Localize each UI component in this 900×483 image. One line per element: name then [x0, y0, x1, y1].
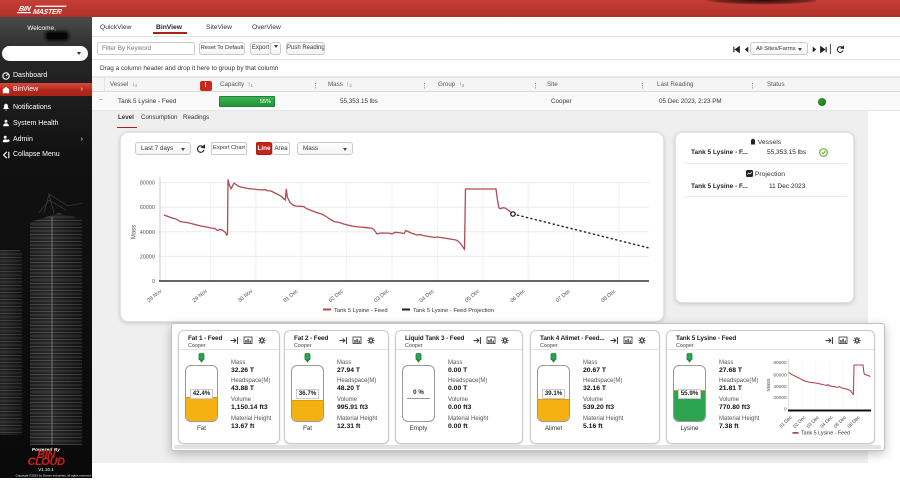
svg-text:05 Dec: 05 Dec — [464, 288, 481, 304]
svg-text:0: 0 — [784, 406, 787, 412]
svg-text:02 Dec: 02 Dec — [328, 288, 345, 304]
svg-text:06 Dec: 06 Dec — [510, 288, 527, 304]
svg-text:28 Nov: 28 Nov — [146, 288, 163, 304]
svg-text:MASTER: MASTER — [32, 7, 64, 15]
svg-text:08 Dec: 08 Dec — [600, 288, 617, 304]
svg-text:Tank 5 Lysine - Feed Projectio: Tank 5 Lysine - Feed Projection — [413, 308, 494, 314]
svg-text:03 Dec: 03 Dec — [373, 288, 390, 304]
svg-text:02 Dec: 02 Dec — [792, 414, 807, 429]
svg-text:BIN: BIN — [18, 4, 33, 13]
svg-text:01 Dec: 01 Dec — [283, 288, 300, 304]
svg-text:07 Dec: 07 Dec — [555, 288, 572, 304]
svg-text:30 Nov: 30 Nov — [237, 288, 254, 304]
svg-text:Tank 5 Lysine - Feed: Tank 5 Lysine - Feed — [801, 431, 850, 437]
svg-text:0: 0 — [152, 279, 155, 285]
svg-text:03 Dec: 03 Dec — [806, 414, 821, 429]
svg-text:04 Dec: 04 Dec — [819, 414, 834, 429]
svg-text:40000: 40000 — [140, 230, 155, 236]
svg-text:20000: 20000 — [140, 254, 155, 260]
svg-text:60000: 60000 — [773, 373, 787, 379]
svg-text:Tank 5 Lysine - Feed: Tank 5 Lysine - Feed — [334, 308, 388, 314]
svg-text:06 Dec: 06 Dec — [847, 414, 862, 429]
svg-text:40000: 40000 — [773, 384, 787, 390]
svg-text:29 Nov: 29 Nov — [192, 288, 209, 304]
svg-text:04 Dec: 04 Dec — [419, 288, 436, 304]
svg-text:60000: 60000 — [140, 205, 155, 211]
svg-text:80000: 80000 — [773, 360, 787, 366]
svg-text:05 Dec: 05 Dec — [833, 414, 848, 429]
svg-text:Mass: Mass — [132, 225, 138, 239]
svg-text:01 Dec: 01 Dec — [779, 414, 794, 429]
svg-text:Mass: Mass — [767, 378, 772, 391]
svg-text:80000: 80000 — [140, 181, 155, 187]
svg-text:20000: 20000 — [773, 395, 787, 401]
